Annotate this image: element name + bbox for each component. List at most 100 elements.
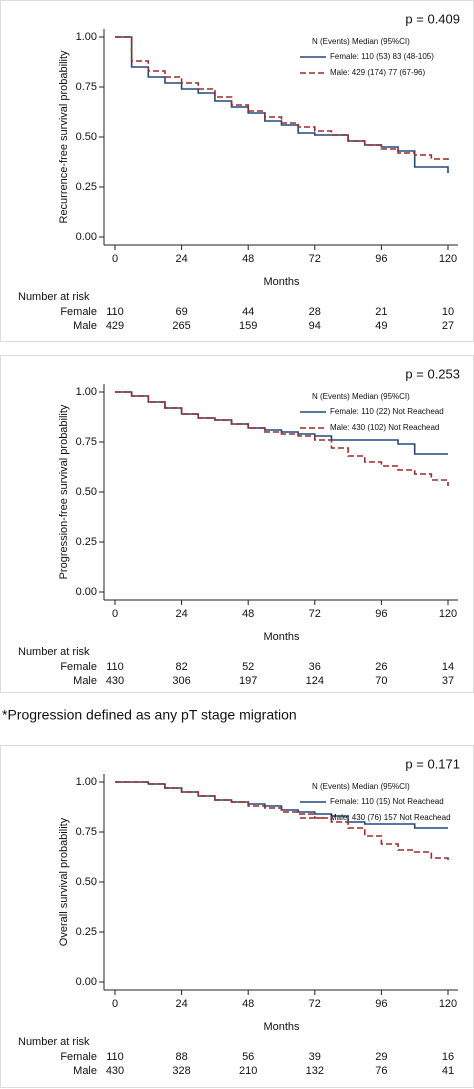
risk-count: 210 [239, 1065, 257, 1077]
x-axis-label: Months [263, 276, 300, 288]
risk-count: 94 [309, 320, 321, 332]
y-tick-label: 0.25 [76, 536, 97, 548]
risk-count: 69 [175, 306, 187, 318]
x-tick-label: 0 [112, 608, 118, 620]
x-tick-label: 96 [375, 998, 387, 1010]
risk-count: 29 [375, 1051, 387, 1063]
x-tick-label: 120 [439, 608, 457, 620]
y-axis-label: Overall survival probability [58, 817, 70, 946]
legend-label: Male: 430 (76) 157 Not Reachead [330, 813, 451, 822]
risk-count: 56 [242, 1051, 254, 1063]
risk-count: 39 [309, 1051, 321, 1063]
risk-row-label: Female [60, 1051, 97, 1063]
risk-count: 124 [306, 675, 324, 687]
risk-count: 41 [442, 1065, 454, 1077]
x-tick-label: 96 [375, 253, 387, 265]
x-tick-label: 48 [242, 608, 254, 620]
legend-label: Female: 110 (22) Not Reachead [330, 407, 444, 416]
risk-row-label: Male [73, 1065, 97, 1077]
y-tick-label: 1.00 [76, 776, 97, 788]
y-tick-label: 0.00 [76, 976, 97, 988]
risk-table-title: Number at risk [18, 1036, 90, 1048]
y-axis-label: Recurrence-free survival probability [58, 50, 70, 224]
y-tick-label: 0.25 [76, 926, 97, 938]
y-tick-label: 0.25 [76, 181, 97, 193]
risk-table-title: Number at risk [18, 646, 90, 658]
risk-count: 14 [442, 661, 454, 673]
y-tick-label: 1.00 [76, 31, 97, 43]
risk-count: 110 [106, 306, 124, 318]
y-tick-label: 0.00 [76, 586, 97, 598]
risk-row-label: Female [60, 306, 97, 318]
y-tick-label: 0.75 [76, 81, 97, 93]
risk-count: 21 [375, 306, 387, 318]
x-axis-label: Months [263, 1021, 300, 1033]
risk-table-title: Number at risk [18, 291, 90, 303]
x-tick-label: 0 [112, 998, 118, 1010]
caption: *Progression defined as any pT stage mig… [2, 707, 297, 723]
risk-count: 36 [309, 661, 321, 673]
x-tick-label: 72 [309, 253, 321, 265]
x-tick-label: 48 [242, 253, 254, 265]
risk-count: 197 [239, 675, 257, 687]
risk-count: 27 [442, 320, 454, 332]
risk-count: 265 [172, 320, 190, 332]
risk-count: 82 [175, 661, 187, 673]
risk-count: 132 [306, 1065, 324, 1077]
survival-curve [115, 781, 449, 862]
y-tick-label: 0.75 [76, 436, 97, 448]
panel-frame [0, 355, 474, 693]
p-value: p = 0.171 [405, 756, 460, 771]
risk-count: 28 [309, 306, 321, 318]
risk-count: 26 [375, 661, 387, 673]
x-tick-label: 24 [175, 998, 187, 1010]
risk-count: 52 [242, 661, 254, 673]
risk-row-label: Female [60, 661, 97, 673]
y-axis-label: Progression-free survival probability [58, 404, 70, 579]
x-tick-label: 24 [175, 608, 187, 620]
x-axis-label: Months [263, 631, 300, 643]
y-tick-label: 0.50 [76, 486, 97, 498]
risk-row-label: Male [73, 675, 97, 687]
risk-count: 430 [106, 1065, 124, 1077]
p-value: p = 0.253 [405, 366, 460, 381]
x-tick-label: 72 [309, 608, 321, 620]
risk-count: 429 [106, 320, 124, 332]
risk-count: 110 [106, 1051, 124, 1063]
risk-count: 159 [239, 320, 257, 332]
survival-curve [115, 391, 449, 486]
legend-label: Male: 430 (102) Not Reachead [330, 423, 439, 432]
y-tick-label: 1.00 [76, 386, 97, 398]
legend-label: Female: 110 (15) Not Reachead [330, 797, 444, 806]
y-tick-label: 0.00 [76, 231, 97, 243]
y-tick-label: 0.50 [76, 131, 97, 143]
survival-curve [115, 36, 449, 161]
risk-count: 88 [175, 1051, 187, 1063]
legend-title: N (Events) Median (95%CI) [312, 392, 410, 401]
legend-title: N (Events) Median (95%CI) [312, 37, 410, 46]
x-tick-label: 120 [439, 998, 457, 1010]
risk-count: 44 [242, 306, 254, 318]
p-value: p = 0.409 [405, 11, 460, 26]
legend-title: N (Events) Median (95%CI) [312, 782, 410, 791]
x-tick-label: 96 [375, 608, 387, 620]
y-tick-label: 0.50 [76, 876, 97, 888]
risk-count: 328 [172, 1065, 190, 1077]
risk-count: 430 [106, 675, 124, 687]
risk-count: 16 [442, 1051, 454, 1063]
legend-label: Male: 429 (174) 77 (67-96) [330, 68, 426, 77]
x-tick-label: 48 [242, 998, 254, 1010]
x-tick-label: 24 [175, 253, 187, 265]
x-tick-label: 0 [112, 253, 118, 265]
risk-row-label: Male [73, 320, 97, 332]
risk-count: 37 [442, 675, 454, 687]
survival-curve [115, 781, 448, 829]
risk-count: 110 [106, 661, 124, 673]
risk-count: 306 [172, 675, 190, 687]
risk-count: 76 [375, 1065, 387, 1077]
legend-label: Female: 110 (53) 83 (48-105) [330, 52, 434, 61]
y-tick-label: 0.75 [76, 826, 97, 838]
x-tick-label: 72 [309, 998, 321, 1010]
risk-count: 49 [375, 320, 387, 332]
risk-count: 70 [375, 675, 387, 687]
